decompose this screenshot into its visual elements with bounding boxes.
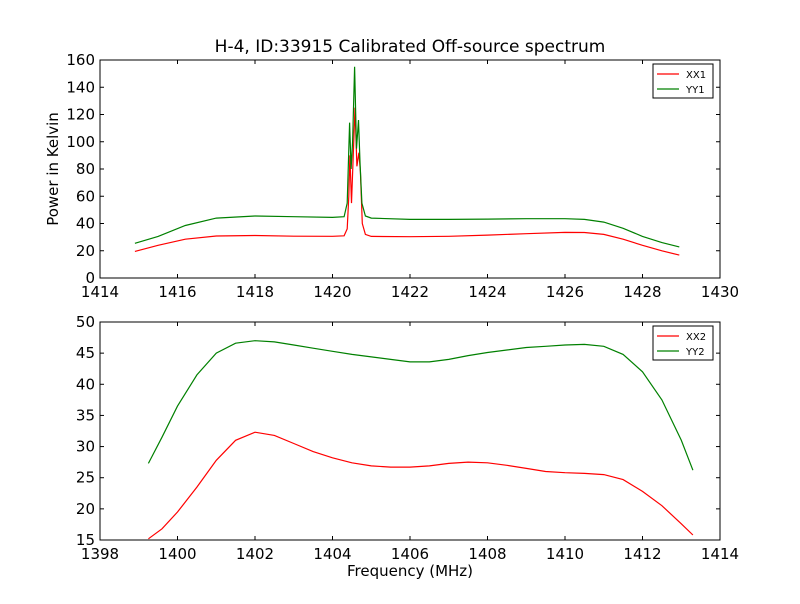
x-tick-label: 1420 [313, 283, 351, 301]
x-axis-label-bottom: Frequency (MHz) [347, 562, 473, 580]
plot-frame [99, 321, 721, 541]
y-tick-label: 80 [76, 160, 95, 178]
legend-box [652, 325, 714, 361]
y-axis-label-top: Power in Kelvin [44, 112, 62, 226]
plot-frame [99, 59, 721, 279]
y-tick-label: 20 [76, 500, 95, 518]
series-line-xx1 [134, 107, 680, 256]
y-tick-label: 160 [66, 51, 95, 69]
x-tick-label: 1410 [546, 545, 584, 563]
x-tick-label: 1418 [236, 283, 274, 301]
legend-box [652, 63, 714, 99]
x-tick-label: 1414 [701, 545, 739, 563]
legend-label-xx2: XX2 [686, 332, 706, 343]
y-tick-label: 40 [76, 215, 95, 233]
x-tick-label: 1404 [313, 545, 351, 563]
x-tick-label: 1416 [158, 283, 196, 301]
chart-title: H-4, ID:33915 Calibrated Off-source spec… [215, 37, 606, 57]
series-line-yy2 [147, 340, 694, 471]
x-tick-label: 1406 [391, 545, 429, 563]
series-line-yy1 [134, 66, 680, 248]
y-tick-label: 30 [76, 438, 95, 456]
x-tick-label: 1414 [81, 283, 119, 301]
y-tick-label: 50 [76, 313, 95, 331]
x-tick-label: 1408 [468, 545, 506, 563]
y-tick-label: 0 [85, 269, 95, 287]
x-tick-label: 1426 [546, 283, 584, 301]
x-tick-label: 1428 [623, 283, 661, 301]
y-tick-label: 25 [76, 469, 95, 487]
legend-label-yy1: YY1 [685, 85, 705, 96]
series-line-xx2 [148, 431, 694, 540]
x-tick-label: 1422 [391, 283, 429, 301]
x-tick-label: 1430 [701, 283, 739, 301]
legend-label-yy2: YY2 [685, 347, 705, 358]
y-tick-label: 60 [76, 187, 95, 205]
bottom-axes: 1398 1400 1402 1404 1406 1408 1410 1412 1414 15 20… [76, 313, 739, 563]
legend-label-xx1: XX1 [686, 70, 706, 81]
y-tick-label: 120 [66, 106, 95, 124]
x-tick-label: 1398 [81, 545, 119, 563]
y-tick-label: 40 [76, 375, 95, 393]
y-tick-label: 45 [76, 344, 95, 362]
y-tick-label: 20 [76, 242, 95, 260]
y-tick-label: 140 [66, 78, 95, 96]
y-tick-label: 100 [66, 133, 95, 151]
y-tick-label: 15 [76, 531, 95, 549]
x-tick-label: 1424 [468, 283, 506, 301]
y-tick-label: 35 [76, 406, 95, 424]
x-tick-label: 1402 [236, 545, 274, 563]
x-tick-label: 1400 [158, 545, 196, 563]
top-axes: 1414 1416 1418 1420 1422 1424 1426 1428 1430 0 20 4… [66, 51, 739, 301]
x-tick-label: 1412 [623, 545, 661, 563]
